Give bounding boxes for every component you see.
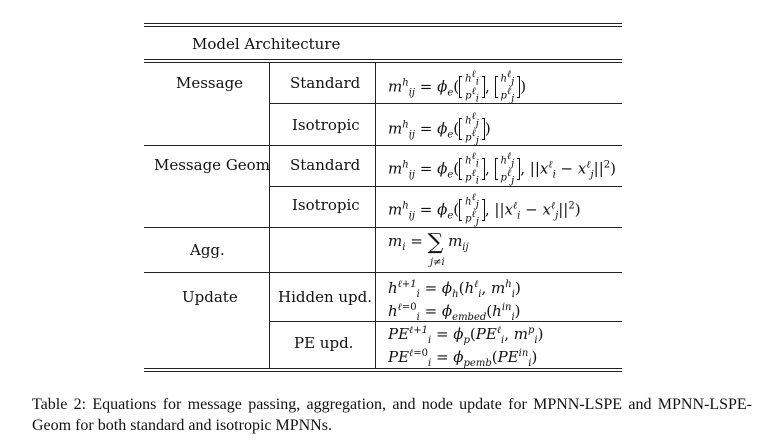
section-message: Message	[176, 74, 244, 92]
row-rule-update-inner	[269, 321, 622, 322]
equation-hidden-update-1: hℓ+1i = ϕh(hℓi, mhi)	[388, 279, 521, 300]
title-rule-2	[144, 62, 622, 63]
col-divider-1	[269, 62, 270, 369]
row-rule-msg-inner	[269, 103, 622, 104]
table-caption: Table 2: Equations for message passing, …	[32, 396, 752, 434]
table-title: Model Architecture	[192, 35, 341, 53]
equation-aggregation: mi = ∑ mij j≠i	[388, 230, 469, 269]
variant-pe-upd: PE upd.	[294, 334, 354, 352]
variant-standard-1: Standard	[290, 74, 361, 92]
section-update: Update	[182, 288, 238, 306]
top-rule-1	[144, 23, 622, 24]
section-agg: Agg.	[190, 241, 225, 259]
equation-hidden-update-2: hℓ=0i = ϕembed(hini)	[388, 302, 521, 323]
equation-message-isotropic: mhij = ϕe(hℓj pℓj)	[388, 111, 491, 147]
equation-geom-isotropic: mhij = ϕe(hℓj pℓj, ||xℓi − xℓj||2)	[388, 192, 581, 228]
top-rule-2	[144, 26, 622, 27]
row-rule-geom-inner	[269, 186, 622, 187]
row-rule-msg	[144, 145, 622, 146]
variant-isotropic-2: Isotropic	[292, 196, 360, 214]
variant-isotropic-1: Isotropic	[292, 116, 360, 134]
col-divider-2	[375, 62, 376, 369]
section-message-geom: Message Geom	[154, 156, 270, 174]
row-rule-geom	[144, 227, 622, 228]
equation-geom-standard: mhij = ϕe(hℓi pℓi, hℓj pℓj, ||xℓi − xℓj||2…	[388, 151, 616, 187]
equation-pe-update-2: PEℓ=0i = ϕpemb(PEini)	[388, 348, 538, 369]
bottom-rule-2	[144, 371, 622, 372]
title-rule-1	[144, 59, 622, 60]
variant-standard-2: Standard	[290, 156, 361, 174]
equation-pe-update-1: PEℓ+1i = ϕp(PEℓi, mpi)	[388, 325, 544, 346]
variant-hidden-upd: Hidden upd.	[278, 288, 373, 306]
row-rule-agg	[144, 272, 622, 273]
equation-message-standard: mhij = ϕe(hℓi pℓi, hℓj pℓj)	[388, 69, 527, 105]
bottom-rule-1	[144, 368, 622, 369]
